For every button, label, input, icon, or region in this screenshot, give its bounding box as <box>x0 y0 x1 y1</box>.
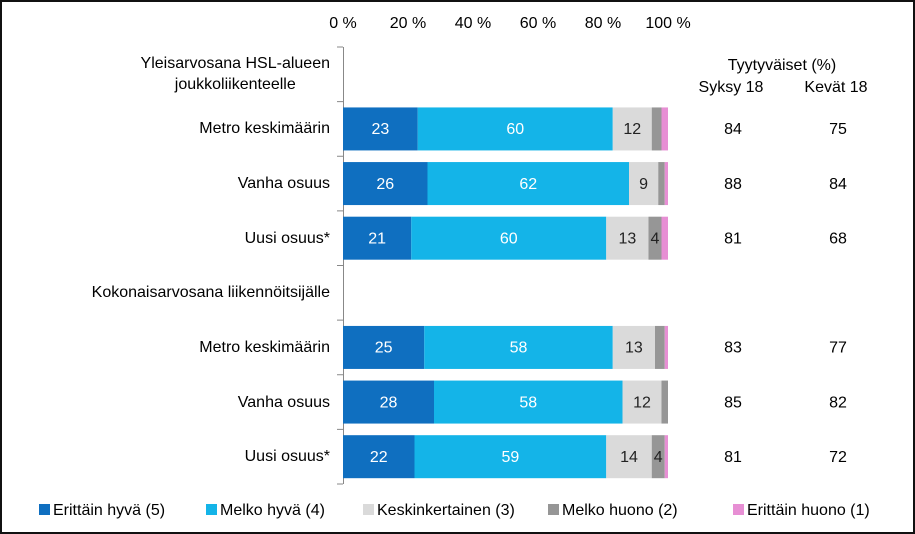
legend-label: Keskinkertainen (3) <box>377 502 515 519</box>
data-label: 59 <box>501 449 519 466</box>
category-label: Kokonaisarvosana liikennöitsijälle <box>91 284 330 302</box>
bar-segment <box>664 162 668 206</box>
table-value: 68 <box>829 230 847 247</box>
table-value: 83 <box>724 340 742 357</box>
data-label: 4 <box>651 230 660 247</box>
bar-segment <box>606 216 649 260</box>
legend-label: Melko huono (2) <box>562 502 678 519</box>
bar-segment <box>661 216 668 260</box>
legend-label: Erittäin huono (1) <box>747 502 870 519</box>
bar-segment <box>343 380 434 424</box>
table-value: 82 <box>829 394 847 411</box>
data-label: 4 <box>654 449 663 466</box>
category-label: Yleisarvosana HSL-alueen joukkoliikentee… <box>140 55 330 94</box>
data-label: 58 <box>519 394 537 411</box>
bar-segment <box>427 162 629 206</box>
table-value: 72 <box>829 449 847 466</box>
table-column-header: Kevät 18 <box>804 79 867 96</box>
data-label: 9 <box>639 176 648 193</box>
data-label: 13 <box>618 230 636 247</box>
bar-segment <box>651 107 662 151</box>
x-tick-label: 40 % <box>455 15 491 32</box>
bar-segment <box>424 325 613 369</box>
data-label: 22 <box>370 449 388 466</box>
x-tick-label: 100 % <box>645 15 690 32</box>
bar-segment <box>658 162 665 206</box>
data-label: 14 <box>620 449 638 466</box>
legend-label: Melko hyvä (4) <box>220 502 325 519</box>
category-label: Vanha osuus <box>237 175 330 193</box>
bar-segment <box>343 216 412 260</box>
data-label: 12 <box>633 394 651 411</box>
bar-segment <box>664 435 668 479</box>
bar-segment <box>622 380 662 424</box>
bar-segment <box>612 107 652 151</box>
bar-segment <box>664 325 668 369</box>
bar-segment <box>661 380 668 424</box>
data-label: 58 <box>510 340 528 357</box>
bar-segment <box>629 162 659 206</box>
x-tick-label: 80 % <box>585 15 621 32</box>
bar-segment <box>411 216 607 260</box>
legend-swatch <box>548 504 559 515</box>
bar-segment <box>655 325 665 369</box>
bar-segment <box>434 380 623 424</box>
legend-swatch <box>39 504 50 515</box>
legend-swatch <box>206 504 217 515</box>
x-tick-label: 60 % <box>520 15 556 32</box>
data-label: 13 <box>625 340 643 357</box>
category-label: Uusi osuus* <box>244 448 330 466</box>
data-label: 62 <box>519 176 537 193</box>
bar-segment <box>343 435 415 479</box>
table-value: 84 <box>829 176 847 193</box>
table-value: 81 <box>724 449 742 466</box>
legend-label: Erittäin hyvä (5) <box>53 502 165 519</box>
bar-segment <box>606 435 652 479</box>
data-label: 26 <box>376 176 394 193</box>
bar-segment <box>648 216 662 260</box>
category-label: Vanha osuus <box>237 393 330 411</box>
table-value: 88 <box>724 176 742 193</box>
bar-segment <box>343 325 425 369</box>
data-label: 60 <box>506 121 524 138</box>
legend-swatch <box>363 504 374 515</box>
table-value: 77 <box>829 340 847 357</box>
legend-swatch <box>733 504 744 515</box>
bar-segment <box>612 325 655 369</box>
bar-segment <box>343 162 428 206</box>
table-value: 81 <box>724 230 742 247</box>
bar-segment <box>661 107 668 151</box>
category-label: Metro keskimäärin <box>199 120 330 138</box>
bar-segment <box>651 435 665 479</box>
x-tick-label: 20 % <box>390 15 426 32</box>
data-label: 60 <box>500 230 518 247</box>
category-label: Uusi osuus* <box>244 229 330 247</box>
data-label: 28 <box>380 394 398 411</box>
table-value: 84 <box>724 121 742 138</box>
table-title: Tyytyväiset (%) <box>728 57 836 74</box>
data-label: 12 <box>623 121 641 138</box>
bar-segment <box>414 435 607 479</box>
table-column-header: Syksy 18 <box>699 79 764 96</box>
table-value: 75 <box>829 121 847 138</box>
data-label: 25 <box>375 340 393 357</box>
category-label: Metro keskimäärin <box>199 338 330 356</box>
bar-segment <box>343 107 418 151</box>
bar-segment <box>417 107 613 151</box>
data-label: 23 <box>371 121 389 138</box>
table-value: 85 <box>724 394 742 411</box>
x-tick-label: 0 % <box>329 15 357 32</box>
data-label: 21 <box>368 230 386 247</box>
